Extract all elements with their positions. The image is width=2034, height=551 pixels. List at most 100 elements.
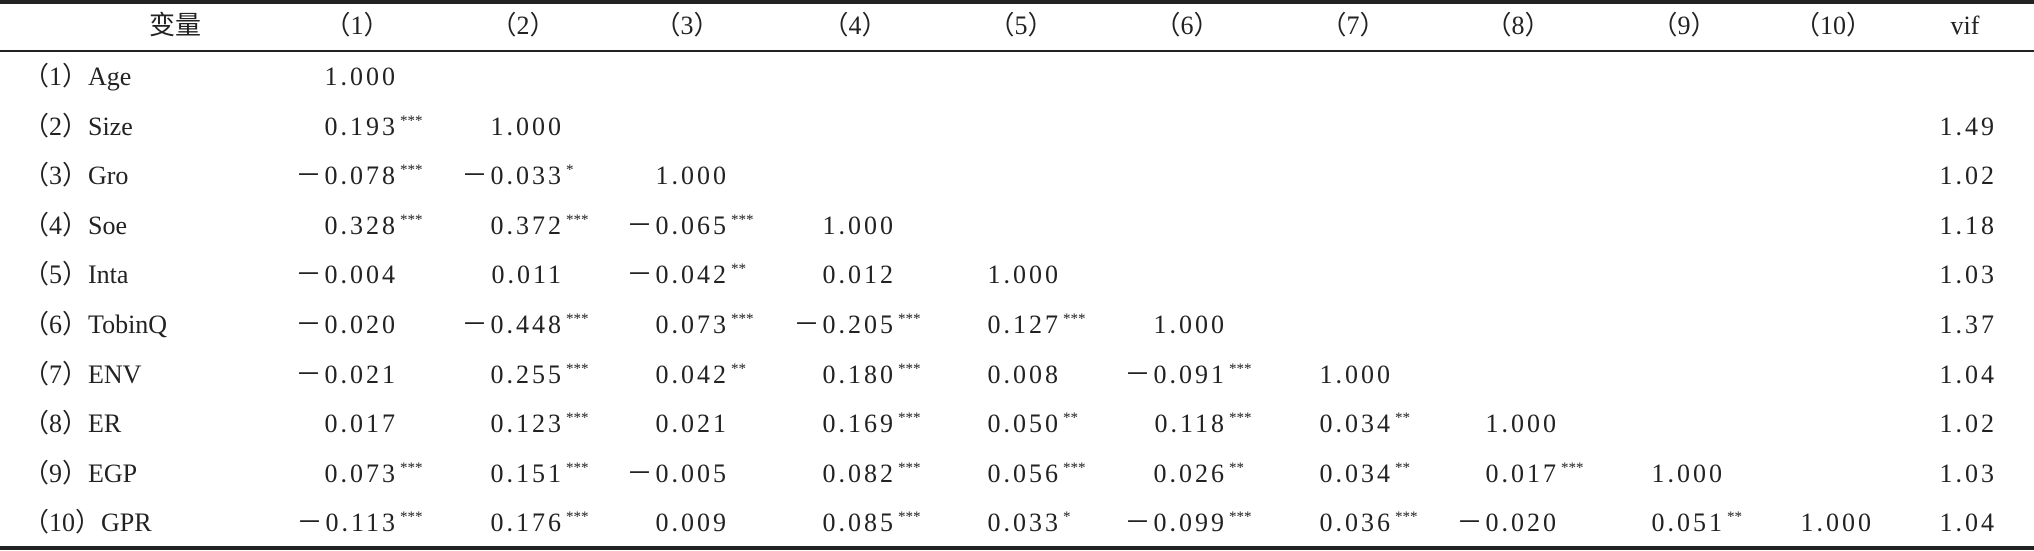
row-label: （10）GPR xyxy=(23,508,152,538)
value-cell: 0.169 xyxy=(822,409,896,439)
value-cell: 0.036 xyxy=(1319,508,1393,538)
value-cell: 0.085 xyxy=(822,508,896,538)
significance: *** xyxy=(566,410,589,427)
value-cell: 0.193 xyxy=(324,111,398,141)
header-cell: （10） xyxy=(1794,11,1873,40)
value-cell: 0.008 xyxy=(987,359,1061,389)
header-cell: （2） xyxy=(490,11,556,40)
header-cell: （3） xyxy=(654,11,720,40)
significance: *** xyxy=(898,509,921,526)
significance: *** xyxy=(400,112,423,129)
value-cell: 1.000 xyxy=(1651,458,1725,488)
value-cell: －0.033 xyxy=(461,161,564,191)
value-cell: －0.448 xyxy=(461,310,564,339)
top-rule xyxy=(0,0,2034,4)
value-cell: 0.123 xyxy=(490,409,564,439)
value-cell: 0.056 xyxy=(987,458,1061,488)
header-rule xyxy=(0,50,2034,52)
row-label: （8）ER xyxy=(23,409,122,439)
row-label: （9）EGP xyxy=(23,458,138,488)
value-cell: 0.021 xyxy=(655,409,729,439)
significance: *** xyxy=(1063,459,1086,476)
value-cell: 0.034 xyxy=(1319,409,1393,439)
value-cell: 0.082 xyxy=(822,458,896,488)
value-cell: 1.02 xyxy=(1939,161,1997,191)
value-cell: 1.000 xyxy=(490,111,564,141)
value-cell: －0.021 xyxy=(295,359,398,389)
significance: *** xyxy=(566,459,589,476)
value-cell: 1.04 xyxy=(1939,508,1997,538)
value-cell: 1.02 xyxy=(1939,409,1997,439)
value-cell: 0.034 xyxy=(1319,458,1393,488)
value-cell: 0.050 xyxy=(987,409,1061,439)
value-cell: 0.118 xyxy=(1154,409,1227,439)
value-cell: 0.073 xyxy=(324,458,398,488)
header-cell: （4） xyxy=(822,11,888,40)
value-cell: 1.03 xyxy=(1939,260,1997,290)
value-cell: 0.255 xyxy=(490,359,564,389)
value-cell: 0.042 xyxy=(655,359,729,389)
value-cell: 1.000 xyxy=(987,260,1061,290)
value-cell: 0.033 xyxy=(987,508,1061,538)
value-cell: 0.176 xyxy=(490,508,564,538)
significance: *** xyxy=(1229,410,1252,427)
value-cell: －0.205 xyxy=(793,310,896,339)
significance: ** xyxy=(1229,459,1244,476)
value-cell: 0.009 xyxy=(655,508,729,538)
value-cell: 0.151 xyxy=(490,458,564,488)
significance: *** xyxy=(1229,360,1252,377)
value-cell: 1.000 xyxy=(1485,409,1559,439)
significance: *** xyxy=(400,459,423,476)
value-cell: 0.328 xyxy=(324,210,398,240)
value-cell: －0.020 xyxy=(1456,508,1559,538)
row-label: （5）Inta xyxy=(23,260,129,290)
value-cell: 1.000 xyxy=(1800,508,1874,538)
value-cell: 1.04 xyxy=(1939,359,1997,389)
value-cell: 0.051 xyxy=(1651,508,1725,538)
value-cell: －0.020 xyxy=(295,310,398,339)
value-cell: －0.091 xyxy=(1124,359,1227,389)
value-cell: 1.03 xyxy=(1939,458,1997,488)
value-cell: 1.37 xyxy=(1939,310,1997,339)
value-cell: 1.18 xyxy=(1939,210,1997,240)
significance: *** xyxy=(898,311,921,327)
row-label: （4）Soe xyxy=(23,210,128,240)
value-cell: 0.026 xyxy=(1153,458,1227,488)
significance: *** xyxy=(1395,509,1418,526)
value-cell: 1.000 xyxy=(822,210,896,240)
significance: *** xyxy=(731,211,754,228)
row-label: （2）Size xyxy=(23,111,133,141)
header-cell: （8） xyxy=(1485,11,1551,40)
value-cell: 1.000 xyxy=(1153,310,1227,339)
significance: *** xyxy=(898,459,921,476)
value-cell: －0.005 xyxy=(626,458,729,488)
value-cell: 0.180 xyxy=(822,359,896,389)
value-cell: 0.372 xyxy=(490,210,564,240)
significance: *** xyxy=(898,410,921,427)
significance: ** xyxy=(1063,410,1078,427)
significance: *** xyxy=(898,360,921,377)
value-cell: 0.127 xyxy=(987,310,1061,339)
significance: *** xyxy=(566,509,589,526)
value-cell: 0.012 xyxy=(822,260,896,290)
value-cell: －0.065 xyxy=(626,210,729,240)
significance: ** xyxy=(1395,459,1410,476)
header-cell: （9） xyxy=(1651,11,1717,40)
significance: ** xyxy=(731,261,746,278)
value-cell: 1.49 xyxy=(1939,111,1997,141)
header-cell: vif xyxy=(1950,11,1980,40)
value-cell: －0.004 xyxy=(295,260,398,290)
header-cell: （7） xyxy=(1320,11,1386,40)
row-label: （1）Age xyxy=(23,62,132,91)
significance: *** xyxy=(1229,509,1252,526)
significance: *** xyxy=(566,360,589,377)
header-cell: 变量 xyxy=(149,11,202,40)
value-cell: 0.017 xyxy=(1485,458,1559,488)
significance: * xyxy=(566,162,574,179)
value-cell: 1.000 xyxy=(1319,359,1393,389)
significance: *** xyxy=(1561,459,1584,476)
significance: ** xyxy=(1727,509,1742,526)
value-cell: 1.000 xyxy=(655,161,729,191)
row-label: （3）Gro xyxy=(23,161,129,191)
